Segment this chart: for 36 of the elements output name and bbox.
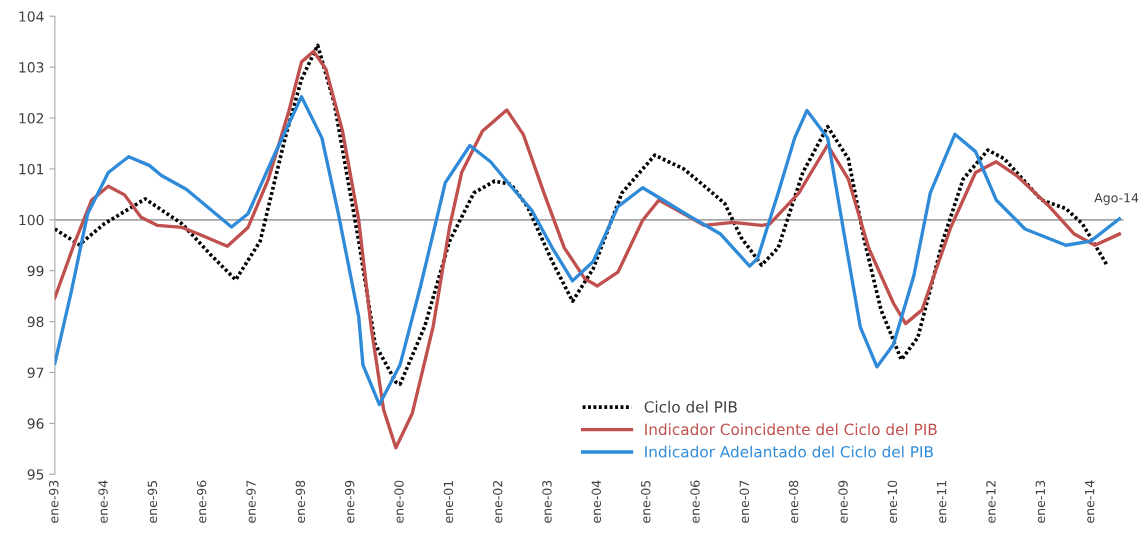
x-tick-label: ene-94 bbox=[98, 480, 108, 523]
x-tick-label: ene-10 bbox=[887, 480, 898, 523]
x-tick-label: ene-11 bbox=[937, 480, 947, 523]
x-tick-label: ene-07 bbox=[739, 480, 750, 523]
x-tick-label: ene-08 bbox=[788, 480, 799, 523]
legend-label: Ciclo del PIB bbox=[644, 400, 737, 413]
y-tick-label: 101 bbox=[19, 163, 44, 175]
y-tick-label: 97 bbox=[27, 367, 44, 378]
x-tick-label: ene-14 bbox=[1085, 480, 1095, 523]
x-tick-label: ene-09 bbox=[838, 480, 848, 523]
y-tick-label: 98 bbox=[27, 316, 44, 328]
x-tick-label: ene-99 bbox=[344, 480, 355, 523]
x-tick-label: ene-12 bbox=[986, 481, 996, 523]
x-tick-label: ene-06 bbox=[690, 480, 700, 523]
y-tick-label: 104 bbox=[19, 11, 44, 22]
x-tick-label: ene-05 bbox=[640, 480, 651, 523]
legend-label: Indicador Coincidente del Ciclo del PIB bbox=[645, 423, 937, 436]
x-tick-label: ene-95 bbox=[147, 480, 158, 523]
y-tick-label: 100 bbox=[19, 214, 44, 226]
y-tick-label: 96 bbox=[27, 418, 44, 429]
y-tick-label: 103 bbox=[19, 62, 44, 73]
x-tick-label: ene-00 bbox=[394, 480, 404, 523]
x-tick-label: ene-04 bbox=[591, 480, 602, 523]
x-tick-label: ene-96 bbox=[196, 480, 207, 523]
x-tick-label: ene-98 bbox=[295, 480, 306, 523]
y-tick-label: 99 bbox=[27, 265, 44, 277]
x-tick-label: ene-02 bbox=[492, 481, 503, 523]
y-tick-label: 102 bbox=[19, 113, 44, 124]
x-tick-label: ene-03 bbox=[542, 480, 552, 523]
x-tick-label: ene-01 bbox=[443, 480, 454, 523]
annotation: Ago-14 bbox=[1094, 193, 1139, 205]
x-tick-label: ene-97 bbox=[246, 480, 256, 523]
x-tick-label: ene-13 bbox=[1035, 480, 1046, 523]
y-tick-label: 95 bbox=[27, 469, 44, 480]
legend-label: Indicador Adelantado del Ciclo del PIB bbox=[645, 445, 933, 458]
x-tick-label: ene-93 bbox=[49, 480, 59, 523]
